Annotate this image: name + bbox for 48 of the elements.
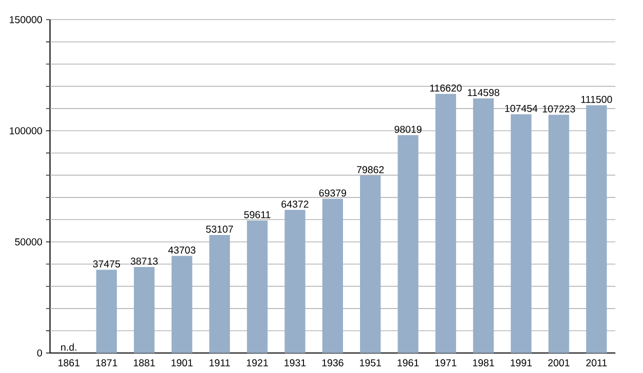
x-tick-label: 1936	[322, 359, 344, 366]
text: n.d.	[61, 343, 76, 351]
data-label: 79862	[356, 166, 384, 174]
bar	[398, 135, 418, 353]
data-label: 107454	[505, 104, 538, 112]
bar	[510, 114, 532, 353]
bar	[360, 176, 381, 353]
x-tick-label: 1971	[435, 359, 456, 366]
y-tick-label: 100000	[10, 127, 42, 134]
bar	[96, 270, 117, 353]
data-label: 38713	[130, 258, 158, 265]
bar	[473, 98, 494, 353]
x-tick-label: 1861	[58, 359, 80, 366]
y-tick-label: 150000	[10, 16, 42, 24]
x-tick-label: 1991	[510, 359, 532, 366]
data-label: 43703	[168, 246, 196, 254]
data-label: 111500	[581, 96, 612, 103]
x-tick-label: 1921	[246, 359, 268, 366]
bar	[586, 105, 607, 353]
x-tick-label: 1931	[284, 359, 306, 366]
data-label: 114598	[468, 88, 500, 96]
bar	[246, 220, 268, 353]
x-tick-label: 1871	[96, 359, 118, 366]
bar	[172, 256, 192, 353]
data-label: 37475	[93, 260, 120, 268]
x-tick-label: 1901	[172, 359, 193, 366]
data-label: 59611	[244, 211, 270, 218]
data-label: 98019	[394, 126, 422, 133]
bar	[134, 266, 155, 353]
y-tick-label: 0	[37, 349, 42, 357]
x-tick-label: 1961	[398, 359, 419, 366]
x-tick-label: 2011	[586, 359, 607, 366]
bar	[284, 210, 306, 353]
bar	[209, 234, 230, 353]
data-label: 107223	[542, 105, 576, 112]
y-tick-label: 50000	[14, 238, 42, 246]
bar	[322, 198, 344, 353]
x-tick-label: 1951	[360, 359, 381, 366]
x-tick-label: 1981	[473, 359, 494, 366]
data-label: 53107	[206, 226, 233, 233]
x-tick-label: 2001	[548, 359, 570, 366]
bar	[548, 114, 570, 353]
x-tick-label: 1881	[134, 359, 155, 366]
data-label: 116620	[430, 84, 462, 92]
bar	[435, 94, 456, 353]
x-tick-label: 1911	[210, 359, 230, 366]
data-label: 64372	[282, 200, 308, 208]
data-label: 69379	[319, 189, 346, 197]
